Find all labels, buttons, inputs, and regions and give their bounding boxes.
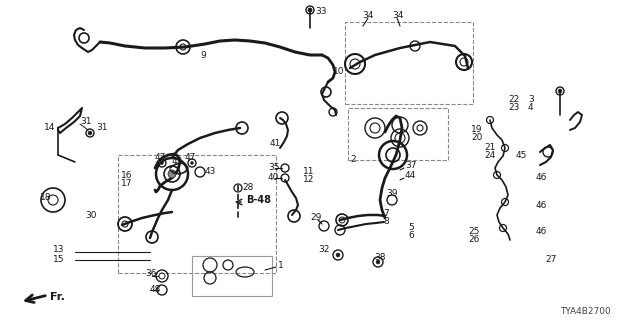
Text: 47: 47: [155, 154, 166, 163]
Text: 23: 23: [508, 103, 520, 113]
Text: 38: 38: [374, 253, 385, 262]
Bar: [348, 108, 448, 160]
Text: 17: 17: [121, 179, 132, 188]
Text: 20: 20: [471, 133, 483, 142]
Text: 34: 34: [362, 11, 373, 20]
Circle shape: [308, 8, 312, 12]
Text: 37: 37: [405, 162, 417, 171]
Bar: [345, 22, 473, 104]
Text: B-48: B-48: [246, 195, 271, 205]
Text: 6: 6: [408, 231, 413, 241]
Text: 46: 46: [536, 173, 547, 182]
Text: 28: 28: [242, 183, 253, 193]
Text: 5: 5: [408, 223, 413, 233]
Text: 31: 31: [96, 124, 108, 132]
Bar: [118, 155, 276, 273]
Text: 9: 9: [200, 52, 205, 60]
Text: 29: 29: [310, 213, 321, 222]
Text: Fr.: Fr.: [50, 292, 65, 302]
Circle shape: [88, 131, 92, 135]
Text: 34: 34: [392, 11, 403, 20]
Text: 21: 21: [484, 143, 495, 153]
Circle shape: [161, 162, 163, 164]
Text: 24: 24: [484, 151, 495, 161]
Text: 35: 35: [268, 164, 280, 172]
Text: 8: 8: [383, 217, 388, 226]
Text: 13: 13: [53, 245, 65, 254]
Circle shape: [376, 260, 380, 264]
Circle shape: [191, 162, 193, 164]
Text: 11: 11: [303, 167, 314, 177]
Text: 19: 19: [471, 125, 483, 134]
Text: 43: 43: [205, 167, 216, 177]
Bar: [192, 256, 272, 296]
Text: 25: 25: [468, 228, 479, 236]
Text: 16: 16: [121, 171, 132, 180]
Text: 1: 1: [278, 260, 284, 269]
Text: 42: 42: [172, 157, 183, 166]
Text: 15: 15: [53, 255, 65, 265]
Text: 30: 30: [85, 211, 97, 220]
Text: 41: 41: [270, 139, 282, 148]
Text: 4: 4: [528, 103, 534, 113]
Text: TYA4B2700: TYA4B2700: [560, 308, 611, 316]
Circle shape: [168, 170, 176, 178]
Text: 36: 36: [145, 269, 157, 278]
Text: 40: 40: [268, 173, 280, 182]
Text: 7: 7: [383, 209, 388, 218]
Text: 14: 14: [44, 124, 56, 132]
Text: 12: 12: [303, 175, 314, 185]
Text: 46: 46: [536, 228, 547, 236]
Text: 46: 46: [536, 201, 547, 210]
Text: 45: 45: [516, 150, 527, 159]
Text: 26: 26: [468, 236, 479, 244]
Text: 33: 33: [315, 7, 326, 17]
Text: 48: 48: [150, 285, 161, 294]
Text: 18: 18: [40, 194, 51, 203]
Text: 47: 47: [185, 154, 196, 163]
Circle shape: [558, 89, 562, 93]
Text: 22: 22: [508, 95, 519, 105]
Text: 44: 44: [405, 172, 416, 180]
Text: 3: 3: [528, 95, 534, 105]
Text: 2: 2: [350, 156, 356, 164]
Text: 39: 39: [386, 188, 397, 197]
Text: 10: 10: [333, 68, 344, 76]
Circle shape: [336, 253, 340, 257]
Text: 32: 32: [318, 245, 330, 254]
Text: 27: 27: [545, 255, 556, 265]
Text: 31: 31: [80, 117, 92, 126]
